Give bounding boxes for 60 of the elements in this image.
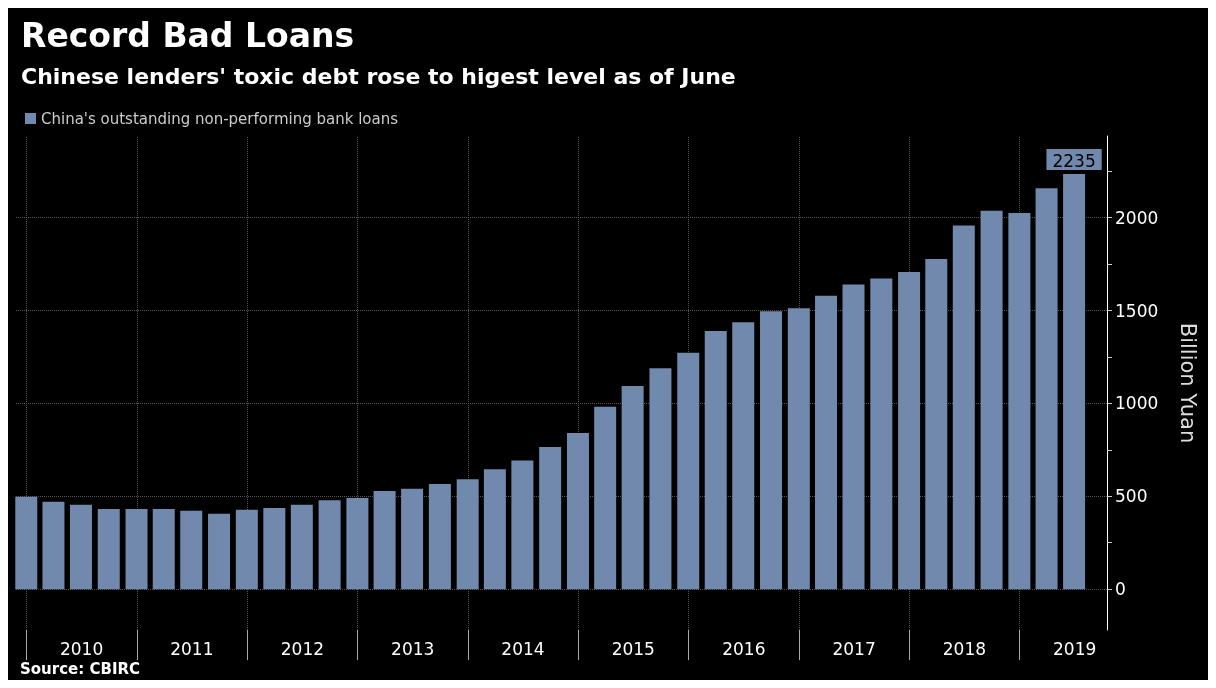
bar [815, 295, 838, 590]
bar [428, 484, 451, 590]
bar [870, 278, 893, 590]
bar [346, 497, 369, 590]
x-tick-label: 2014 [501, 638, 545, 659]
bar [511, 460, 534, 590]
x-tick-label: 2012 [280, 638, 325, 659]
bar [649, 368, 672, 590]
bar [566, 432, 589, 590]
bar [594, 406, 617, 590]
chart-subtitle: Chinese lenders' toxic debt rose to higest level as of June [21, 63, 736, 89]
source-note: Source: CBIRC [20, 659, 141, 678]
bar [97, 508, 120, 590]
bar [704, 331, 727, 590]
bar [952, 225, 975, 590]
bar [263, 507, 286, 590]
bar [208, 513, 231, 590]
bar [125, 508, 148, 590]
x-tick-label: 2018 [942, 638, 987, 659]
x-tick-label: 2016 [722, 638, 766, 659]
bar [69, 504, 92, 590]
bar [980, 210, 1003, 590]
y-tick-label: 0 [1115, 579, 1126, 600]
bar [1063, 174, 1086, 590]
bar [15, 496, 38, 590]
bar [42, 501, 65, 590]
bar [787, 308, 810, 590]
bar [539, 446, 562, 590]
bar [1035, 188, 1058, 590]
bar [732, 322, 755, 590]
y-axis-title: Billion Yuan [1175, 322, 1200, 444]
x-tick-label: 2010 [59, 638, 104, 659]
bar [235, 509, 258, 590]
y-tick-label: 1000 [1115, 393, 1159, 414]
bar [180, 510, 203, 590]
x-tick-label: 2013 [391, 638, 435, 659]
y-tick-label: 500 [1115, 486, 1148, 507]
bar [456, 479, 479, 590]
bar [483, 469, 506, 590]
bar [290, 504, 313, 590]
bar [677, 352, 700, 590]
data-label: 2235 [1052, 150, 1096, 171]
x-tick-label: 2011 [170, 638, 214, 659]
x-tick-label: 2015 [611, 638, 655, 659]
bar [842, 284, 865, 590]
bar [925, 258, 948, 590]
bar [1008, 212, 1031, 590]
bar [898, 271, 921, 590]
y-tick-label: 2000 [1115, 207, 1159, 228]
bar [318, 500, 341, 590]
chart-title: Record Bad Loans [21, 16, 355, 55]
bar [152, 508, 175, 590]
x-tick-label: 2017 [832, 638, 876, 659]
bar [401, 488, 424, 590]
y-tick-label: 1500 [1115, 300, 1159, 321]
bar [621, 385, 644, 590]
bar [760, 311, 783, 590]
bar [373, 491, 396, 590]
legend-label: China's outstanding non-performing bank loans [41, 109, 399, 128]
x-tick-label: 2019 [1053, 638, 1097, 659]
